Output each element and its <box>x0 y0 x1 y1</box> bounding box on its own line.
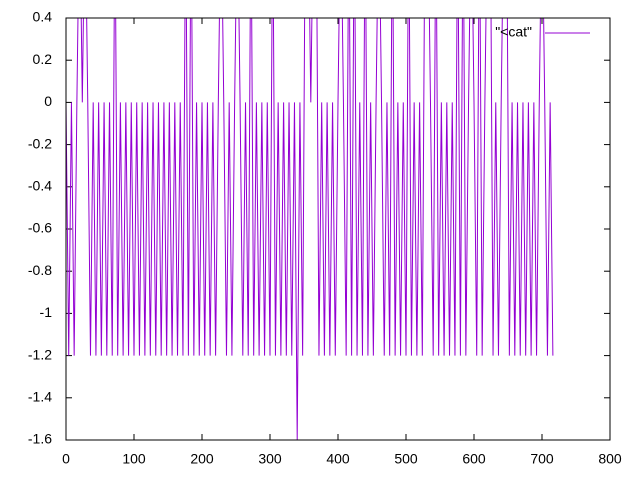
y-tick-label: -0.6 <box>28 220 52 236</box>
x-tick-label: 800 <box>598 451 622 467</box>
y-tick-label: -1.4 <box>28 389 52 405</box>
y-tick-label: -1 <box>40 304 53 320</box>
x-tick-label: 0 <box>62 451 70 467</box>
x-tick-label: 700 <box>530 451 554 467</box>
x-tick-label: 200 <box>190 451 214 467</box>
y-tick-label: -0.8 <box>28 262 52 278</box>
x-tick-label: 100 <box>122 451 146 467</box>
y-tick-label: -0.2 <box>28 135 52 151</box>
y-tick-label: 0.2 <box>33 51 53 67</box>
x-tick-label: 400 <box>326 451 350 467</box>
y-tick-label: -1.2 <box>28 346 52 362</box>
x-tick-label: 300 <box>258 451 282 467</box>
y-tick-label: 0 <box>44 93 52 109</box>
x-tick-label: 500 <box>394 451 418 467</box>
y-tick-label: 0.4 <box>33 9 53 25</box>
y-tick-label: -0.4 <box>28 178 52 194</box>
legend-label: "<cat" <box>495 24 532 40</box>
y-tick-label: -1.6 <box>28 431 52 447</box>
plot-border <box>65 17 611 441</box>
data-line <box>66 18 554 440</box>
x-tick-label: 600 <box>462 451 486 467</box>
